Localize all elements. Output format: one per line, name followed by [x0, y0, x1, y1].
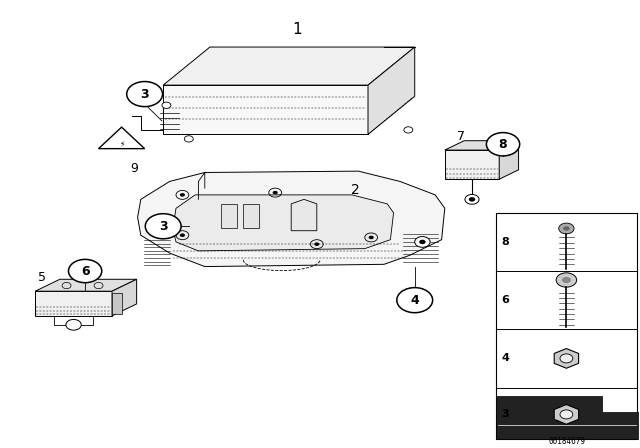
Circle shape [415, 237, 430, 247]
Polygon shape [496, 396, 638, 439]
Polygon shape [243, 204, 259, 228]
Circle shape [68, 259, 102, 283]
Polygon shape [138, 171, 445, 267]
Circle shape [556, 273, 577, 287]
Circle shape [369, 236, 374, 239]
Circle shape [145, 214, 181, 239]
Polygon shape [445, 141, 518, 150]
Circle shape [559, 223, 574, 234]
Text: 7: 7 [457, 130, 465, 143]
Circle shape [419, 240, 426, 244]
Circle shape [66, 319, 81, 330]
Text: 1: 1 [292, 22, 303, 37]
Polygon shape [173, 195, 394, 251]
Text: 4: 4 [502, 353, 509, 363]
Circle shape [127, 82, 163, 107]
Circle shape [486, 133, 520, 156]
Circle shape [560, 354, 573, 363]
Circle shape [560, 410, 573, 419]
Text: 3: 3 [159, 220, 168, 233]
Polygon shape [99, 127, 145, 149]
Circle shape [562, 277, 571, 283]
Polygon shape [499, 141, 518, 179]
Text: 6: 6 [502, 295, 509, 305]
Polygon shape [163, 85, 368, 134]
Circle shape [180, 193, 185, 197]
Polygon shape [554, 405, 579, 424]
Polygon shape [554, 349, 579, 368]
Polygon shape [112, 293, 122, 314]
Circle shape [273, 191, 278, 194]
Text: 8: 8 [499, 138, 508, 151]
Circle shape [468, 197, 475, 202]
Text: 2: 2 [351, 183, 360, 198]
Circle shape [465, 194, 479, 204]
Circle shape [397, 288, 433, 313]
Text: 6: 6 [81, 264, 90, 278]
Polygon shape [291, 199, 317, 231]
Polygon shape [163, 47, 415, 85]
Polygon shape [368, 47, 415, 134]
Circle shape [180, 233, 185, 237]
Polygon shape [35, 279, 137, 291]
Circle shape [184, 136, 193, 142]
Polygon shape [35, 291, 112, 316]
Circle shape [563, 226, 570, 231]
Text: 3: 3 [502, 409, 509, 419]
Circle shape [314, 242, 319, 246]
Text: 4: 4 [410, 293, 419, 307]
Polygon shape [445, 150, 499, 179]
Text: ⚡: ⚡ [119, 139, 124, 148]
Polygon shape [112, 279, 137, 316]
Text: 8: 8 [502, 237, 509, 247]
Text: 3: 3 [140, 87, 149, 101]
Text: 5: 5 [38, 271, 45, 284]
Text: 9: 9 [131, 161, 138, 175]
Circle shape [404, 127, 413, 133]
Circle shape [162, 102, 171, 108]
Text: 00184679: 00184679 [548, 437, 586, 446]
Polygon shape [221, 204, 237, 228]
